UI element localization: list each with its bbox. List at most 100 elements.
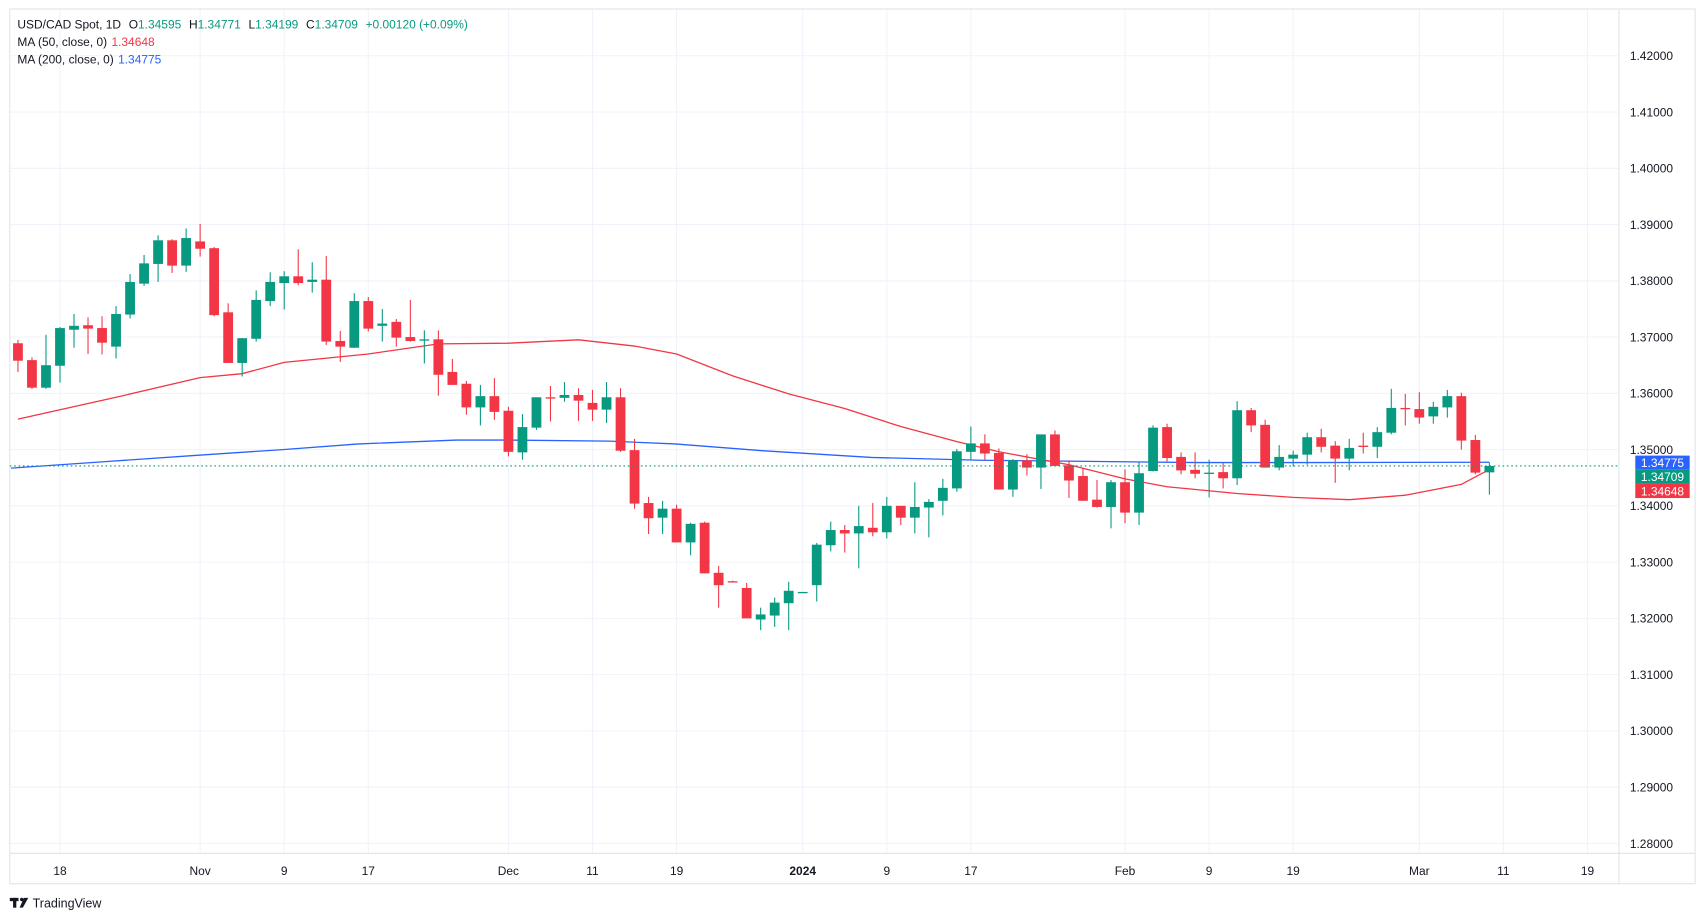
- ma50-value: 1.34648: [111, 35, 155, 49]
- candle-body: [1274, 456, 1285, 468]
- candles: [13, 223, 1495, 631]
- candle-down: [13, 339, 23, 372]
- time-axis[interactable]: 18 Nov 9 17 Dec 11 19 2024 9 17 Feb 9 19 Mar 11 19: [53, 864, 1594, 878]
- candle-down: [629, 438, 640, 509]
- open-value: 1.34595: [138, 18, 182, 32]
- candle-body: [909, 506, 920, 518]
- candle-body: [1246, 410, 1257, 426]
- candle-body: [741, 587, 752, 619]
- tradingview-logo-icon: [9, 897, 29, 908]
- candle-body: [713, 572, 724, 586]
- candle-down: [1358, 432, 1369, 454]
- candle-body: [839, 530, 850, 534]
- candle-body: [237, 338, 248, 363]
- candle-down: [979, 434, 990, 461]
- candle-body: [1008, 460, 1018, 490]
- candle-body: [825, 530, 836, 546]
- candle-body: [1218, 472, 1229, 479]
- time-tick-label: 11: [1497, 864, 1510, 878]
- candle-body: [69, 325, 79, 330]
- ma50-price-tag-text: 1.34648: [1641, 484, 1685, 498]
- time-tick-label: 9: [1206, 864, 1213, 878]
- candle-up: [965, 426, 976, 461]
- candle-up: [41, 334, 51, 389]
- candle-body: [1330, 445, 1341, 459]
- candle-body: [755, 614, 766, 620]
- candle-body: [489, 396, 500, 412]
- ma200-price-tag-text: 1.34775: [1641, 456, 1685, 470]
- candle-up: [601, 382, 612, 424]
- candle-body: [13, 343, 23, 361]
- candle-body: [1204, 472, 1215, 474]
- candle-down: [1078, 467, 1088, 501]
- candle-up: [825, 521, 836, 552]
- price-tick-label: 1.35000: [1630, 443, 1674, 457]
- candle-body: [601, 397, 612, 410]
- price-tick-label: 1.37000: [1630, 330, 1674, 344]
- price-tick-label: 1.39000: [1630, 218, 1674, 232]
- candle-body: [1120, 482, 1130, 513]
- candle-body: [419, 339, 430, 341]
- candle-body: [1470, 440, 1481, 473]
- candle-up: [783, 581, 794, 631]
- candle-down: [1176, 452, 1186, 475]
- time-tick-label: Nov: [189, 864, 210, 878]
- candle-body: [657, 508, 668, 518]
- candle-down: [447, 359, 458, 385]
- candle-up: [111, 306, 121, 359]
- tradingview-logo[interactable]: TradingView: [9, 897, 103, 911]
- candle-body: [363, 301, 374, 329]
- candle-up: [181, 228, 192, 272]
- candle-up: [251, 290, 262, 342]
- candle-body: [223, 312, 234, 363]
- candle-down: [83, 317, 93, 354]
- candle-down: [1022, 454, 1032, 476]
- price-tick-label: 1.29000: [1630, 781, 1674, 795]
- candle-body: [1302, 437, 1313, 455]
- candle-body: [251, 299, 262, 339]
- candle-up: [769, 597, 780, 627]
- time-tick-label: 19: [1287, 864, 1301, 878]
- candle-up: [1344, 438, 1355, 471]
- candle-up: [1036, 434, 1046, 489]
- candle-body: [1064, 465, 1074, 481]
- candle-body: [1442, 396, 1453, 408]
- legend[interactable]: USD/CAD Spot, 1D O1.34595 H1.34771 L1.34…: [17, 18, 468, 67]
- candle-body: [1176, 456, 1186, 471]
- candle-body: [265, 281, 276, 302]
- high-value: 1.34771: [198, 18, 242, 32]
- candle-body: [1036, 434, 1046, 468]
- candle-down: [503, 406, 514, 457]
- time-tick-label: 17: [964, 864, 978, 878]
- candle-down: [209, 247, 220, 317]
- candle-body: [195, 241, 206, 249]
- candle-down: [1316, 428, 1327, 453]
- candle-up: [685, 522, 696, 556]
- candle-up: [55, 326, 65, 383]
- candle-up: [237, 338, 248, 377]
- candle-body: [587, 402, 598, 410]
- candle-body: [517, 427, 528, 453]
- candle-down: [293, 249, 304, 286]
- close-value: 1.34709: [315, 18, 359, 32]
- candle-body: [1050, 434, 1060, 466]
- candle-body: [1428, 406, 1439, 417]
- price-tick-label: 1.40000: [1630, 162, 1674, 176]
- candle-up: [1288, 450, 1299, 467]
- price-axis[interactable]: 1.28000 1.29000 1.30000 1.31000 1.32000 1.330…: [1630, 49, 1674, 851]
- candle-body: [965, 443, 976, 452]
- price-tick-label: 1.32000: [1630, 612, 1674, 626]
- candle-down: [839, 524, 850, 553]
- candle-body: [335, 341, 346, 347]
- candle-body: [699, 522, 710, 574]
- candle-down: [167, 239, 177, 273]
- ma200-line-group: [10, 439, 1490, 469]
- candle-up: [881, 496, 892, 539]
- price-tick-label: 1.36000: [1630, 387, 1674, 401]
- candle-body: [1344, 447, 1355, 459]
- candle-body: [1372, 432, 1383, 447]
- candle-body: [1456, 396, 1467, 441]
- candle-body: [461, 383, 472, 408]
- candle-body: [1134, 473, 1144, 513]
